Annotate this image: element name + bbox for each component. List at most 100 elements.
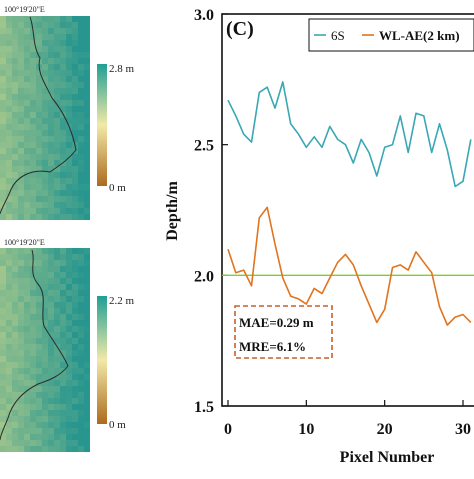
map-2-pixel — [42, 356, 48, 362]
map-1-pixel — [24, 202, 30, 208]
map-1-pixel — [0, 112, 6, 118]
map-2-pixel — [36, 254, 42, 260]
map-2-pixel — [12, 392, 18, 398]
map-1-pixel — [18, 148, 24, 154]
map-1-pixel — [78, 70, 84, 76]
map-2-pixel — [78, 350, 84, 356]
map-1-pixel — [24, 130, 30, 136]
map-2-pixel — [48, 374, 54, 380]
map-2-pixel — [18, 416, 24, 422]
map-1-pixel — [72, 82, 78, 88]
map-2-pixel — [36, 446, 42, 452]
map-2-pixel — [84, 278, 90, 284]
map-1-pixel — [24, 196, 30, 202]
map-1-pixel — [78, 94, 84, 100]
map-2-pixel — [0, 398, 6, 404]
map-2-pixel — [12, 332, 18, 338]
map-2-pixel — [78, 332, 84, 338]
map-1-pixel — [24, 28, 30, 34]
map-1-pixel — [60, 16, 66, 22]
map-1-pixel — [54, 28, 60, 34]
map-1-pixel — [12, 118, 18, 124]
map-1-pixel — [78, 64, 84, 70]
map-2-pixel — [42, 254, 48, 260]
map-1-pixel — [6, 46, 12, 52]
map-2-pixel — [18, 380, 24, 386]
map-1-pixel — [54, 64, 60, 70]
map-2-pixel — [42, 380, 48, 386]
map-1-pixel — [36, 70, 42, 76]
map-2-pixel — [60, 260, 66, 266]
map-1-pixel — [66, 160, 72, 166]
map-2-pixel — [36, 284, 42, 290]
map-2-pixel — [24, 398, 30, 404]
map-1-pixel — [24, 178, 30, 184]
map-1-pixel — [66, 16, 72, 22]
map-1-pixel — [78, 190, 84, 196]
map-1-pixel — [54, 202, 60, 208]
map-1-pixel — [84, 64, 90, 70]
map-2-pixel — [60, 434, 66, 440]
map-1-pixel — [30, 154, 36, 160]
map-1-pixel — [66, 76, 72, 82]
map-1-pixel — [6, 112, 12, 118]
map-2-pixel — [6, 260, 12, 266]
map-1-pixel — [18, 172, 24, 178]
map-1-pixel — [54, 130, 60, 136]
map-2-pixel — [72, 344, 78, 350]
map-2-pixel — [42, 368, 48, 374]
map-1-pixel — [12, 208, 18, 214]
map-2-pixel — [24, 434, 30, 440]
map-1-pixel — [24, 40, 30, 46]
map-1-pixel — [84, 166, 90, 172]
map-1-pixel — [48, 154, 54, 160]
map-1-pixel — [6, 208, 12, 214]
map-1-pixel — [18, 64, 24, 70]
map-2-pixel — [36, 320, 42, 326]
map-2-pixel — [18, 410, 24, 416]
map-1-pixel — [0, 106, 6, 112]
map-1-pixel — [78, 124, 84, 130]
map-2-pixel — [48, 290, 54, 296]
map-1-pixel — [36, 124, 42, 130]
map-2-pixel — [42, 404, 48, 410]
map-2-pixel — [84, 404, 90, 410]
map-2-pixel — [48, 428, 54, 434]
map-2-pixel — [48, 368, 54, 374]
map-1-pixel — [84, 28, 90, 34]
map-1-pixel — [48, 88, 54, 94]
map-2-pixel — [84, 380, 90, 386]
map-2-pixel — [24, 368, 30, 374]
map-2-pixel — [6, 284, 12, 290]
map-1-pixel — [42, 16, 48, 22]
map-2-pixel — [24, 296, 30, 302]
map-1-pixel — [72, 190, 78, 196]
map-1-pixel — [24, 94, 30, 100]
map-2-pixel — [30, 326, 36, 332]
map-1-pixel — [42, 178, 48, 184]
map-1-pixel — [0, 64, 6, 70]
map-1-pixel — [12, 16, 18, 22]
map-1-pixel — [78, 154, 84, 160]
map-2-pixel — [6, 254, 12, 260]
map-2-pixel — [18, 278, 24, 284]
map-2-pixel — [72, 422, 78, 428]
map-2-pixel — [30, 392, 36, 398]
map-2-pixel — [60, 332, 66, 338]
map-2-pixel — [30, 350, 36, 356]
map-1-pixel — [66, 112, 72, 118]
map-2-pixel — [42, 434, 48, 440]
map-2-pixel — [84, 416, 90, 422]
map-2-pixel — [60, 320, 66, 326]
map-2-pixel — [6, 392, 12, 398]
map-2-pixel — [24, 374, 30, 380]
map-2-pixel — [24, 320, 30, 326]
map-1-pixel — [30, 94, 36, 100]
map-2-pixel — [78, 266, 84, 272]
map-2-pixel — [72, 434, 78, 440]
map-1-pixel — [54, 88, 60, 94]
map-2-pixel — [48, 326, 54, 332]
map-1-pixel — [36, 166, 42, 172]
map-1-pixel — [54, 40, 60, 46]
map-1-pixel — [30, 118, 36, 124]
